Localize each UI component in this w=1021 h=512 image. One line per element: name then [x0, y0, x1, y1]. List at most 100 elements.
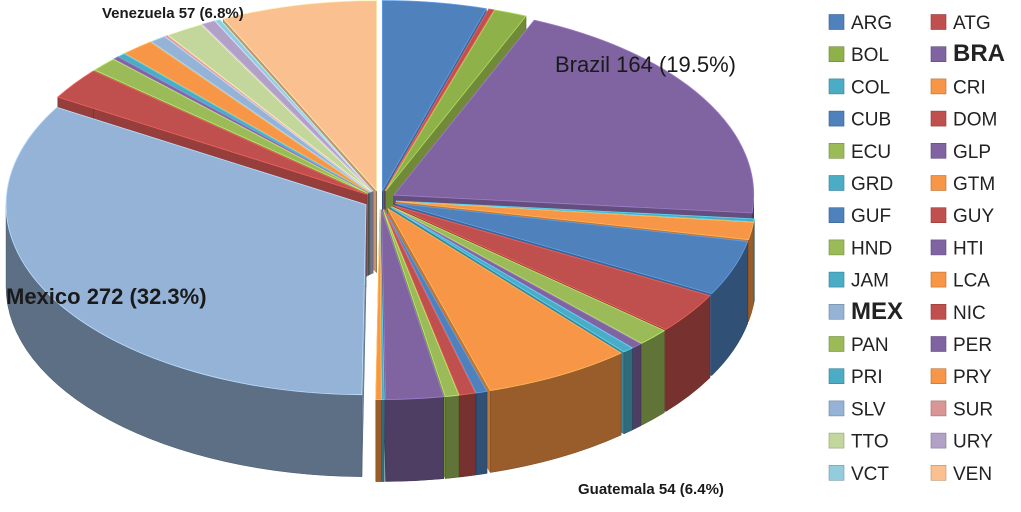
- legend-swatch: [828, 271, 845, 288]
- legend-label: CUB: [851, 110, 891, 131]
- legend-label: SUR: [953, 399, 993, 420]
- slice-lca: [375, 209, 382, 482]
- pie-slices: [5, 0, 755, 482]
- legend-item-pry: PRY: [930, 367, 992, 388]
- legend: ARG ATG BOL BRA COL CRI CUB DOM ECU GLP GRD GTM GUF G…: [828, 13, 1005, 485]
- slice-mex: [5, 106, 367, 477]
- legend-label: LCA: [953, 271, 990, 292]
- legend-swatch: [930, 400, 947, 417]
- legend-label: PER: [953, 335, 992, 356]
- callout-ven: Venezuela 57 (6.8%): [102, 5, 244, 22]
- legend-label: ATG: [953, 13, 991, 34]
- slice-hti: [381, 209, 445, 482]
- legend-swatch: [930, 368, 947, 385]
- legend-item-guy: GUY: [930, 206, 995, 227]
- legend-item-mex: MEX: [828, 298, 903, 325]
- legend-item-sur: SUR: [930, 399, 993, 420]
- legend-label: TTO: [851, 432, 889, 453]
- legend-item-hnd: HND: [828, 238, 892, 259]
- legend-item-nic: NIC: [930, 303, 986, 324]
- legend-item-ury: URY: [930, 432, 993, 453]
- legend-label: GLP: [953, 142, 991, 163]
- legend-item-glp: GLP: [930, 142, 991, 163]
- legend-swatch: [930, 239, 947, 256]
- legend-item-slv: SLV: [828, 399, 886, 420]
- legend-item-grd: GRD: [828, 174, 893, 195]
- legend-item-lca: LCA: [930, 271, 990, 292]
- legend-swatch: [930, 303, 947, 320]
- legend-label: COL: [851, 77, 890, 98]
- slice-callouts: Brazil 164 (19.5%) Guatemala 54 (6.4%) Mex…: [6, 5, 736, 498]
- legend-label: CRI: [953, 77, 986, 98]
- legend-swatch: [828, 14, 845, 30]
- legend-swatch: [930, 432, 947, 449]
- legend-item-atg: ATG: [930, 13, 991, 34]
- legend-label: DOM: [953, 110, 997, 131]
- legend-swatch: [930, 271, 947, 288]
- legend-label: HTI: [953, 238, 984, 259]
- legend-swatch: [828, 432, 845, 449]
- legend-item-guf: GUF: [828, 206, 891, 227]
- legend-swatch: [828, 46, 845, 63]
- legend-swatch: [930, 78, 947, 95]
- legend-label: SLV: [851, 399, 886, 420]
- legend-swatch: [828, 239, 845, 256]
- legend-label: ARG: [851, 13, 892, 34]
- legend-swatch: [930, 14, 947, 30]
- legend-item-gtm: GTM: [930, 174, 995, 195]
- callout-gtm: Guatemala 54 (6.4%): [578, 481, 724, 498]
- legend-label: GUY: [953, 206, 995, 227]
- legend-label: GUF: [851, 206, 891, 227]
- legend-swatch: [828, 303, 845, 320]
- legend-label: JAM: [851, 271, 889, 292]
- legend-item-vct: VCT: [828, 464, 889, 485]
- legend-label: PRY: [953, 367, 992, 388]
- legend-item-dom: DOM: [930, 110, 997, 131]
- callout-bra: Brazil 164 (19.5%): [555, 52, 736, 77]
- legend-item-ven: VEN: [930, 464, 992, 485]
- legend-swatch: [828, 464, 845, 481]
- legend-label: GRD: [851, 174, 893, 195]
- legend-swatch: [930, 175, 947, 191]
- legend-swatch: [828, 336, 845, 352]
- legend-swatch: [828, 207, 845, 223]
- legend-label: BRA: [953, 40, 1005, 67]
- legend-swatch: [930, 46, 947, 63]
- legend-item-tto: TTO: [828, 432, 889, 453]
- legend-item-ecu: ECU: [828, 142, 891, 163]
- legend-label: BOL: [851, 45, 889, 66]
- legend-swatch: [828, 110, 845, 127]
- legend-label: PAN: [851, 335, 889, 356]
- legend-item-per: PER: [930, 335, 992, 356]
- legend-label: ECU: [851, 142, 891, 163]
- legend-label: MEX: [851, 298, 903, 325]
- legend-swatch: [930, 464, 947, 481]
- legend-item-cri: CRI: [930, 77, 986, 98]
- legend-item-arg: ARG: [828, 13, 892, 34]
- legend-swatch: [930, 143, 947, 159]
- legend-label: VEN: [953, 464, 992, 485]
- legend-item-cub: CUB: [828, 110, 891, 131]
- legend-item-col: COL: [828, 77, 890, 98]
- legend-swatch: [828, 78, 845, 95]
- legend-swatch: [930, 110, 947, 127]
- legend-item-jam: JAM: [828, 271, 889, 292]
- callout-mex: Mexico 272 (32.3%): [6, 284, 207, 309]
- legend-label: NIC: [953, 303, 986, 324]
- legend-label: PRI: [851, 367, 883, 388]
- legend-item-bra: BRA: [930, 40, 1005, 67]
- legend-swatch: [828, 175, 845, 191]
- legend-label: URY: [953, 432, 993, 453]
- legend-item-hti: HTI: [930, 238, 984, 259]
- legend-swatch: [930, 207, 947, 223]
- legend-item-bol: BOL: [828, 45, 889, 66]
- legend-label: GTM: [953, 174, 995, 195]
- legend-swatch: [828, 143, 845, 159]
- legend-swatch: [828, 368, 845, 385]
- legend-label: VCT: [851, 464, 889, 485]
- legend-swatch: [828, 400, 845, 417]
- legend-swatch: [930, 336, 947, 352]
- legend-item-pri: PRI: [828, 367, 883, 388]
- legend-label: HND: [851, 238, 892, 259]
